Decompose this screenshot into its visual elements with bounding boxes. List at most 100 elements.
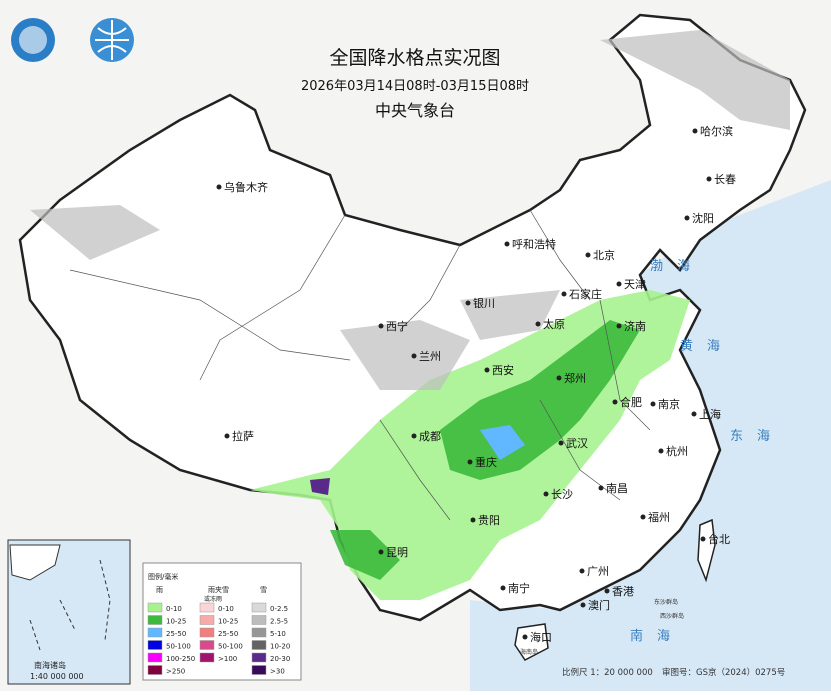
city-label: 成都 <box>419 430 441 443</box>
legend-label: >100 <box>218 655 237 663</box>
city-label: 银川 <box>473 296 495 310</box>
city-dot <box>585 252 591 258</box>
city-label: 南宁 <box>508 581 530 595</box>
legend-label: 2.5-5 <box>270 618 288 626</box>
footer-scale: 比例尺 1：20 000 000 <box>562 667 653 678</box>
city-dot <box>692 128 698 134</box>
city-label: 合肥 <box>620 395 642 409</box>
province-border <box>69 209 651 521</box>
legend-swatch <box>251 652 267 663</box>
city-dot <box>378 323 384 329</box>
city-dot <box>579 568 585 574</box>
legend-label: 0-10 <box>218 605 234 613</box>
legend-label: 0-2.5 <box>270 605 288 613</box>
agency: 中央气象台 <box>375 101 455 120</box>
legend-swatch <box>251 615 267 625</box>
rain-heavy <box>480 425 525 460</box>
city-dot <box>500 585 506 591</box>
city-label: 香港 <box>612 585 634 598</box>
city-dot <box>556 375 562 381</box>
inset: 南海诸岛 1:40 000 000 <box>7 539 131 685</box>
legend-label: 50-100 <box>166 643 191 651</box>
legend-frame <box>142 562 302 681</box>
inset-scale: 1:40 000 000 <box>30 672 84 681</box>
legend-swatch <box>251 627 267 638</box>
legend-swatch <box>199 627 215 638</box>
legend-label: 10-25 <box>218 618 238 626</box>
city-dot <box>467 459 473 465</box>
city-dot <box>706 176 712 182</box>
legend-title: 图例/毫米 <box>148 572 178 581</box>
legend-swatch <box>147 615 163 625</box>
inset-title: 南海诸岛 <box>34 660 66 670</box>
city-dot <box>684 215 690 221</box>
city-label: 石家庄 <box>569 287 602 301</box>
legend-swatch <box>147 665 163 675</box>
sea <box>470 180 831 691</box>
city-dot <box>378 549 384 555</box>
city-label: 贵阳 <box>478 514 500 527</box>
legend-label: 25-50 <box>218 630 238 638</box>
city-dot <box>522 634 528 640</box>
city-dot <box>465 300 471 306</box>
city-dot <box>504 241 510 247</box>
inset-line <box>29 559 111 651</box>
title: 全国降水格点实况图 <box>329 47 500 69</box>
taiwan <box>697 518 716 583</box>
city-dot <box>224 433 230 439</box>
city-dot <box>535 321 541 327</box>
snow-area <box>30 30 790 390</box>
city-label: 呼和浩特 <box>512 237 556 251</box>
city-dot <box>612 399 618 405</box>
sea-label: 渤海 <box>650 258 704 274</box>
legend-label: 50-100 <box>218 643 243 651</box>
legend-column-label: 雪 <box>260 586 267 594</box>
city-dot <box>484 367 490 373</box>
city-dot <box>658 448 664 454</box>
legend-label: 5-10 <box>270 630 286 638</box>
city-label: 郑州 <box>564 371 586 385</box>
legend-label: 20-30 <box>270 655 290 663</box>
city-label: 天津 <box>624 278 646 291</box>
subtitle: 2026年03月14日08时-03月15日08时 <box>301 79 529 94</box>
legend-swatch <box>199 615 215 625</box>
hainan <box>514 623 549 661</box>
city-dot <box>561 291 567 297</box>
city-dot <box>580 602 586 608</box>
city-dot <box>616 323 622 329</box>
legend-label: 0-10 <box>166 605 182 613</box>
legend-column-label: 雨夹雪 <box>208 585 229 594</box>
city-dot <box>411 433 417 439</box>
legend-swatch <box>147 640 163 650</box>
island-label: 东沙群岛 <box>654 598 678 606</box>
legend-label: 10-25 <box>166 618 186 626</box>
legend: 图例/毫米 雨 0-10 10-25 25-50 50-100 100-250 >250 雨夹… <box>142 562 302 681</box>
legend-label: 10-20 <box>270 643 290 651</box>
city-label: 哈尔滨 <box>700 124 733 138</box>
legend-swatch <box>147 627 163 638</box>
city-label: 杭州 <box>666 444 688 458</box>
sea-label: 东海 <box>730 429 784 444</box>
city-dot <box>543 491 549 497</box>
city-dot <box>470 517 476 523</box>
city-label: 上海 <box>699 407 721 421</box>
city-label: 武汉 <box>566 437 588 450</box>
city-label: 重庆 <box>475 455 497 469</box>
island-label: 西沙群岛 <box>660 612 684 620</box>
city-label: 长春 <box>714 173 736 186</box>
city-label: 长沙 <box>551 488 573 501</box>
city-dot <box>598 485 604 491</box>
city-dot <box>650 401 656 407</box>
legend-swatch <box>251 665 267 675</box>
city-label: 南昌 <box>606 482 628 495</box>
legend-label: 25-50 <box>166 630 186 638</box>
legend-swatch <box>199 602 215 613</box>
city-label: 拉萨 <box>232 429 254 443</box>
legend-column-label: 雨 <box>156 586 163 594</box>
city-label: 济南 <box>624 319 646 333</box>
city-label: 沈阳 <box>692 211 714 225</box>
rain-moderate <box>330 530 400 580</box>
city-dot <box>411 353 417 359</box>
legend-swatch <box>147 602 163 613</box>
legend-swatch <box>147 652 163 663</box>
